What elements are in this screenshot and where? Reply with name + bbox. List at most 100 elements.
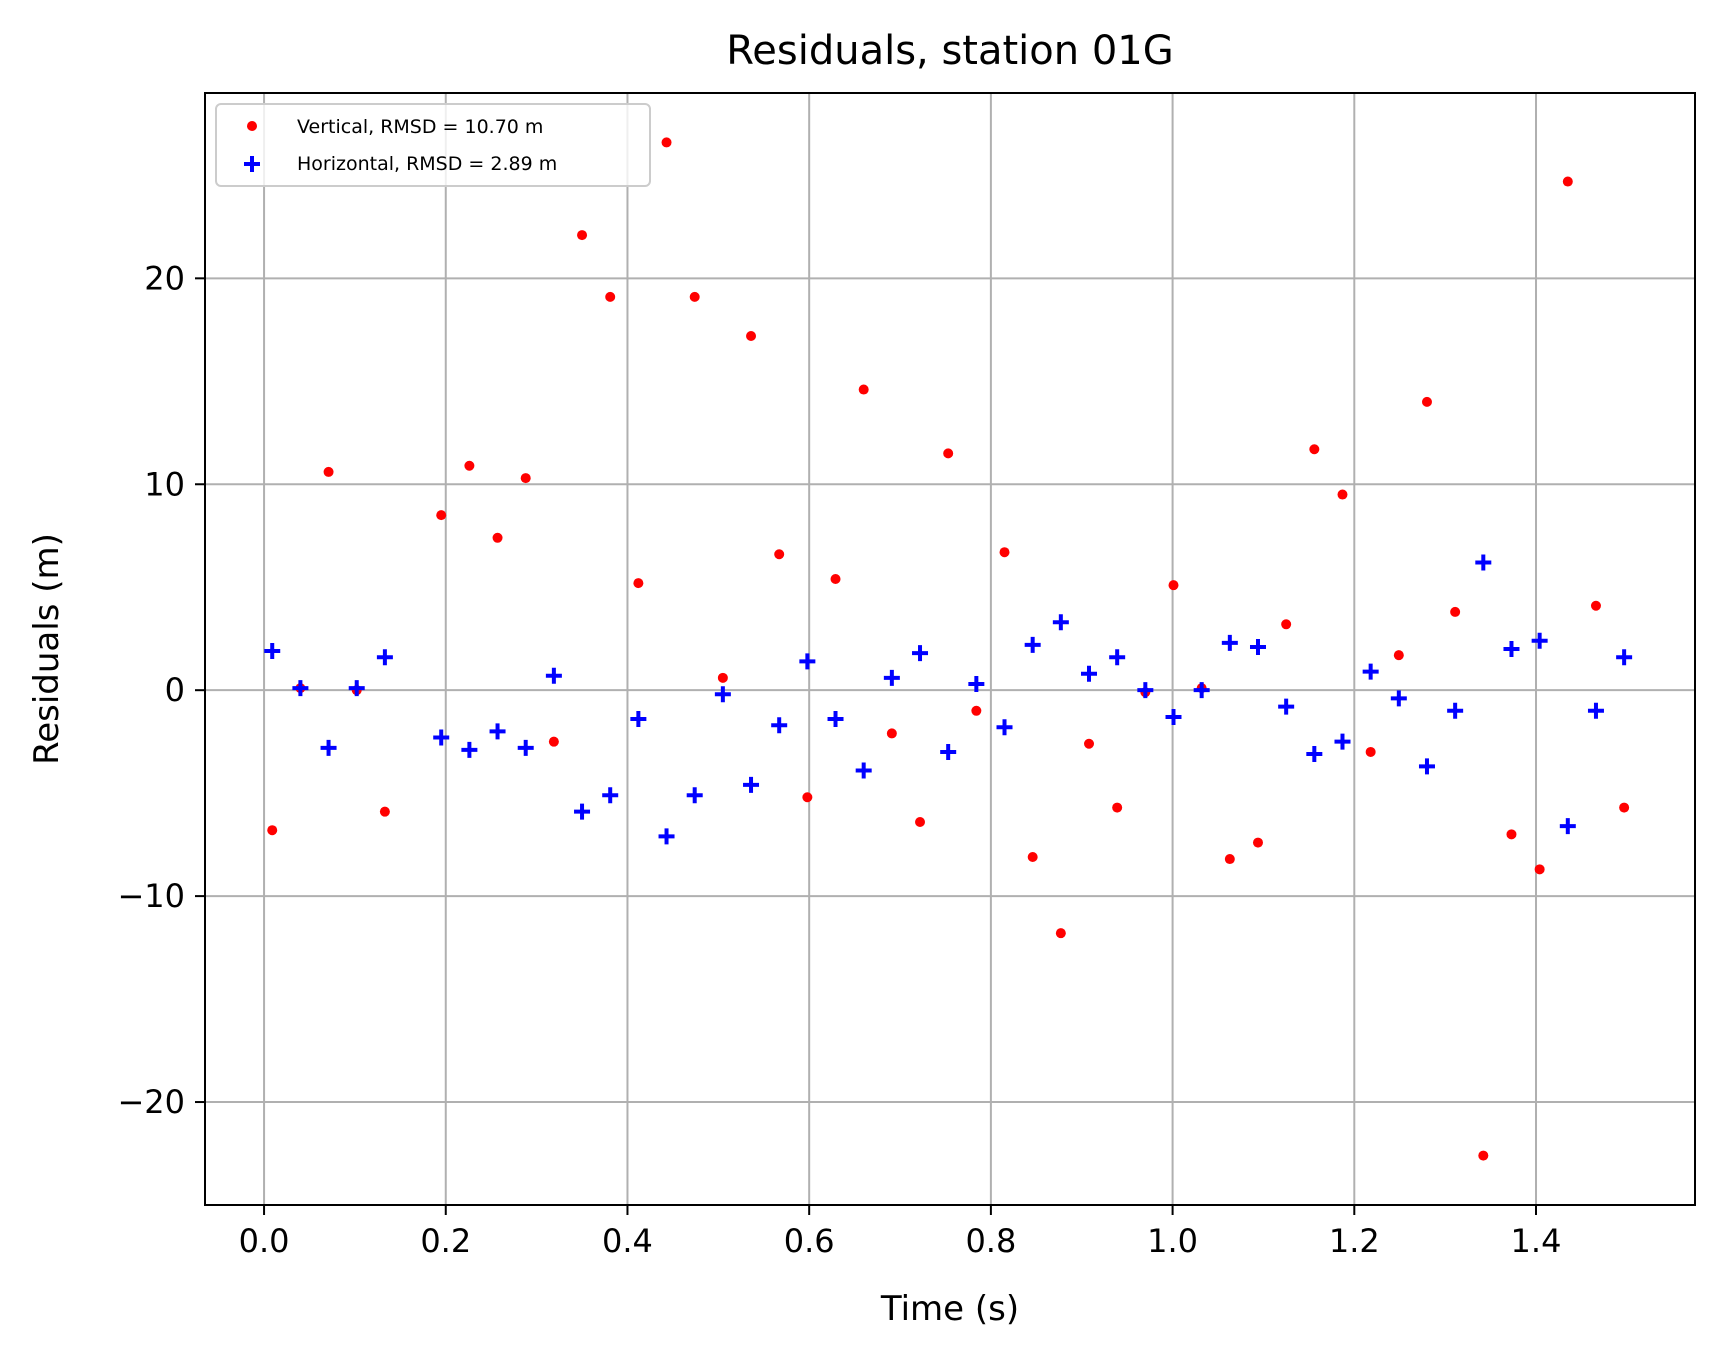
horizontal-residual-point xyxy=(1081,665,1098,682)
vertical-residual-point xyxy=(886,728,897,739)
vertical-residual-point xyxy=(1534,864,1545,875)
vertical-residual-point xyxy=(267,825,278,836)
x-tick-label: 0.8 xyxy=(965,1222,1016,1260)
vertical-residual-point xyxy=(746,330,757,341)
horizontal-residual-point xyxy=(996,719,1013,736)
horizontal-residual-point xyxy=(855,762,872,779)
horizontal-residual-point xyxy=(1587,702,1604,719)
horizontal-residual-point xyxy=(433,729,450,746)
horizontal-residual-point xyxy=(1221,634,1238,651)
horizontal-residual-point xyxy=(1447,702,1464,719)
vertical-residual-point xyxy=(830,573,841,584)
horizontal-residual-point xyxy=(320,739,337,756)
horizontal-residual-point xyxy=(461,741,478,758)
y-tick-label: −20 xyxy=(117,1083,185,1121)
horizontal-residual-point xyxy=(827,711,844,728)
vertical-residual-point xyxy=(774,549,785,560)
horizontal-residual-point xyxy=(574,803,591,820)
vertical-residual-point xyxy=(1562,176,1573,187)
horizontal-residual-point xyxy=(630,711,647,728)
horizontal-residual-point xyxy=(602,787,619,804)
x-tick-label: 1.2 xyxy=(1329,1222,1380,1260)
horizontal-residual-point xyxy=(771,717,788,734)
vertical-residual-point xyxy=(858,384,869,395)
horizontal-residual-point xyxy=(1475,554,1492,571)
vertical-residual-point xyxy=(633,578,644,589)
vertical-residual-point xyxy=(1619,802,1630,813)
legend-label-horizontal: Horizontal, RMSD = 2.89 m xyxy=(297,153,557,175)
horizontal-residual-point xyxy=(1193,682,1210,699)
horizontal-residual-point xyxy=(1531,632,1548,649)
vertical-residual-point xyxy=(323,466,334,477)
vertical-residual-point xyxy=(717,672,728,683)
plot-area-background xyxy=(205,93,1695,1205)
vertical-residual-point xyxy=(520,473,531,484)
horizontal-residual-point xyxy=(1137,682,1154,699)
vertical-residual-point xyxy=(1281,619,1292,630)
horizontal-residual-point xyxy=(1278,698,1295,715)
horizontal-residual-point xyxy=(1334,733,1351,750)
horizontal-residual-point xyxy=(912,645,929,662)
horizontal-residual-point xyxy=(1362,663,1379,680)
vertical-residual-point xyxy=(915,816,926,827)
vertical-residual-point xyxy=(802,792,813,803)
horizontal-residual-point xyxy=(1165,708,1182,725)
horizontal-residual-point xyxy=(686,787,703,804)
horizontal-residual-point xyxy=(1616,649,1633,666)
horizontal-residual-point xyxy=(517,739,534,756)
vertical-residual-point xyxy=(661,137,672,148)
vertical-residual-point xyxy=(548,736,559,747)
horizontal-residual-point xyxy=(658,828,675,845)
vertical-residual-point xyxy=(1590,600,1601,611)
plot-frame xyxy=(204,92,1696,1206)
data-points xyxy=(264,137,1633,1161)
horizontal-residual-point xyxy=(1249,638,1266,655)
horizontal-residual-point xyxy=(968,676,985,693)
vertical-residual-point xyxy=(436,510,447,521)
vertical-residual-point xyxy=(1112,802,1123,813)
vertical-residual-point xyxy=(971,705,982,716)
horizontal-residual-point xyxy=(264,643,281,660)
vertical-residual-point xyxy=(1055,928,1066,939)
horizontal-residual-point xyxy=(1109,649,1126,666)
horizontal-residual-point xyxy=(799,653,816,670)
horizontal-residual-point xyxy=(940,743,957,760)
vertical-residual-point xyxy=(1393,650,1404,661)
vertical-residual-point xyxy=(1084,738,1095,749)
legend-box xyxy=(215,103,651,187)
vertical-residual-point xyxy=(1506,829,1517,840)
horizontal-residual-point xyxy=(743,776,760,793)
vertical-residual-point xyxy=(1224,854,1235,865)
horizontal-residual-point xyxy=(376,649,393,666)
vertical-residual-point xyxy=(943,448,954,459)
vertical-residual-point xyxy=(577,230,588,241)
axis-ticks: 0.0 0.2 0.4 0.6 0.8 1.0 1.2 1.4 −20 −10 0 10 20 xyxy=(117,259,1561,1260)
horizontal-residual-point xyxy=(1418,758,1435,775)
vertical-residual-point xyxy=(689,291,700,302)
horizontal-residual-point xyxy=(1024,636,1041,653)
horizontal-residual-point xyxy=(1052,614,1069,631)
y-tick-label: −10 xyxy=(117,877,185,915)
horizontal-residual-point xyxy=(714,686,731,703)
horizontal-residual-point xyxy=(489,723,506,740)
vertical-residual-point xyxy=(1337,489,1348,500)
legend-label-vertical: Vertical, RMSD = 10.70 m xyxy=(297,116,543,138)
x-tick-label: 0.2 xyxy=(420,1222,471,1260)
horizontal-residual-point xyxy=(883,669,900,686)
horizontal-residual-point xyxy=(292,680,309,697)
vertical-residual-point xyxy=(1309,444,1320,455)
vertical-residual-point xyxy=(605,291,616,302)
x-tick-label: 0.0 xyxy=(239,1222,290,1260)
x-tick-label: 1.4 xyxy=(1511,1222,1562,1260)
x-tick-label: 0.6 xyxy=(784,1222,835,1260)
vertical-residual-point xyxy=(1365,746,1376,757)
horizontal-residual-point xyxy=(1503,641,1520,657)
chart-title: Residuals, station 01G xyxy=(726,28,1173,74)
x-axis-label: Time (s) xyxy=(880,1289,1019,1329)
legend-marker-vertical xyxy=(247,121,257,131)
vertical-residual-point xyxy=(492,532,503,543)
horizontal-residual-point xyxy=(1306,746,1323,763)
vertical-residual-point xyxy=(999,547,1010,558)
vertical-residual-point xyxy=(1252,837,1263,848)
